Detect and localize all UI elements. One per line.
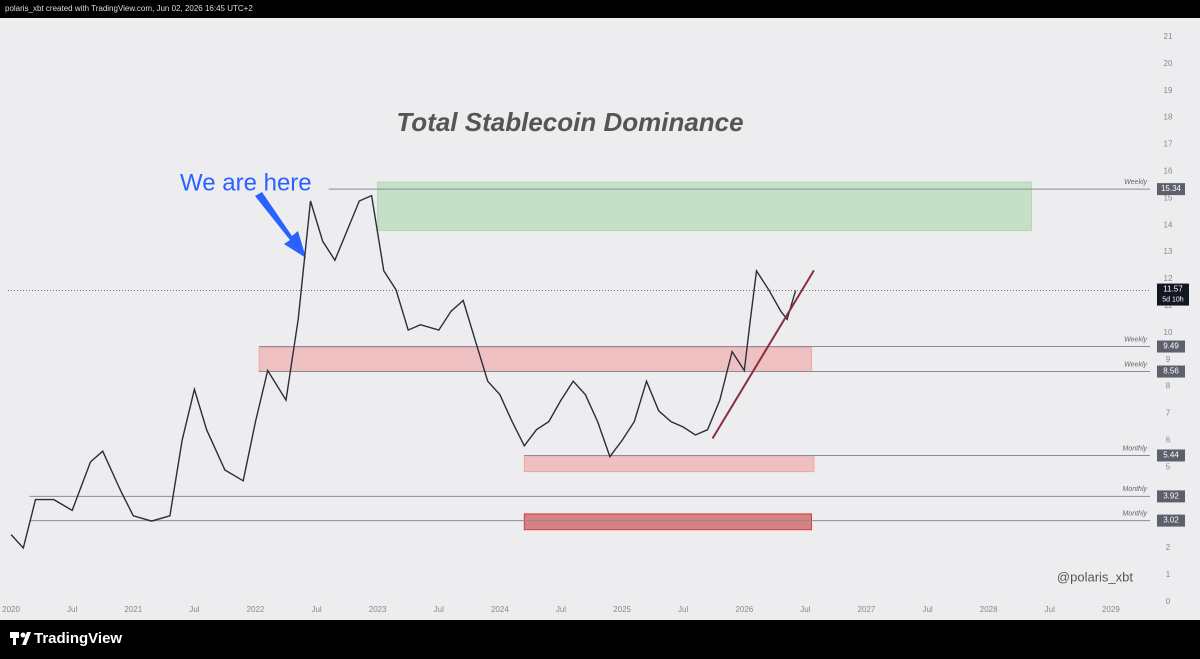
zone (523, 513, 812, 531)
x-tick-label: 2027 (858, 605, 876, 614)
y-tick-label: 8 (1166, 382, 1171, 391)
price-tag (1157, 340, 1185, 353)
level-label: Monthly (1122, 486, 1147, 493)
x-tick-label: 2023 (369, 605, 387, 614)
y-tick-label: 18 (1164, 113, 1173, 122)
x-tick-label: Jul (922, 605, 932, 614)
y-tick-label: 17 (1164, 140, 1173, 149)
x-tick-label: Jul (189, 605, 199, 614)
x-tick-label: Jul (800, 605, 810, 614)
watermark: @polaris_xbt (1057, 569, 1133, 584)
level-label: Monthly (1122, 510, 1147, 517)
price-tag (1157, 514, 1185, 527)
x-tick-label: 2020 (2, 605, 20, 614)
price-tag-label: 3.02 (1163, 516, 1179, 525)
x-tick-label: Jul (434, 605, 444, 614)
x-tick-label: 2026 (735, 605, 753, 614)
x-tick-label: 2021 (124, 605, 142, 614)
y-tick-label: 1 (1166, 570, 1171, 579)
y-tick-label: 20 (1164, 59, 1173, 68)
x-tick-label: 2029 (1102, 605, 1120, 614)
last-price-tag (1157, 283, 1189, 306)
level-label: Monthly (1122, 445, 1147, 452)
y-tick-label: 2 (1166, 543, 1171, 552)
y-tick-label: 6 (1166, 436, 1171, 445)
last-price-label: 11.57 (1163, 285, 1183, 294)
level-label: Weekly (1124, 361, 1147, 368)
price-line (10, 194, 797, 550)
x-tick-label: 2024 (491, 605, 509, 614)
y-tick-label: 13 (1164, 247, 1173, 256)
price-tag-label: 5.44 (1163, 451, 1179, 460)
annotation: We are here (180, 169, 312, 196)
y-tick-label: 12 (1164, 274, 1173, 283)
price-tag (1157, 183, 1185, 196)
brand-logo (10, 632, 31, 645)
x-tick-label: 2028 (980, 605, 998, 614)
price-tag-label: 15.34 (1161, 184, 1182, 193)
price-tag (1157, 490, 1185, 503)
y-tick-label: 5 (1166, 462, 1171, 471)
y-tick-label: 9 (1166, 355, 1171, 364)
y-tick-label: 19 (1164, 86, 1173, 95)
price-tag (1157, 365, 1185, 378)
annotation-arrow (255, 192, 306, 258)
zone (377, 181, 1032, 232)
chart-title: Total Stablecoin Dominance (396, 107, 743, 137)
y-tick-label: 7 (1166, 409, 1171, 418)
y-tick-label: 10 (1164, 328, 1173, 337)
price-tag-label: 8.56 (1163, 367, 1179, 376)
trendline (711, 269, 815, 440)
y-tick-label: 15 (1164, 193, 1173, 202)
x-tick-label: Jul (1045, 605, 1055, 614)
brand-name: TradingView (34, 630, 122, 647)
y-tick-label: 21 (1164, 32, 1173, 41)
x-tick-label: 2025 (613, 605, 631, 614)
x-tick-label: Jul (678, 605, 688, 614)
x-tick-label: Jul (67, 605, 77, 614)
price-tag (1157, 449, 1185, 462)
price-tag-label: 9.49 (1163, 342, 1179, 351)
y-tick-label: 0 (1166, 597, 1171, 606)
x-tick-label: Jul (556, 605, 566, 614)
y-tick-label: 14 (1164, 220, 1173, 229)
x-tick-label: Jul (311, 605, 321, 614)
level-label: Weekly (1124, 179, 1147, 186)
y-tick-label: 16 (1164, 166, 1173, 175)
x-tick-label: 2022 (247, 605, 265, 614)
price-tag-label: 3.92 (1163, 491, 1179, 500)
zone (523, 455, 815, 473)
header-text: polaris_xbt created with TradingView.com… (5, 4, 253, 13)
countdown-label: 5d 10h (1162, 296, 1184, 303)
level-label: Weekly (1124, 336, 1147, 343)
